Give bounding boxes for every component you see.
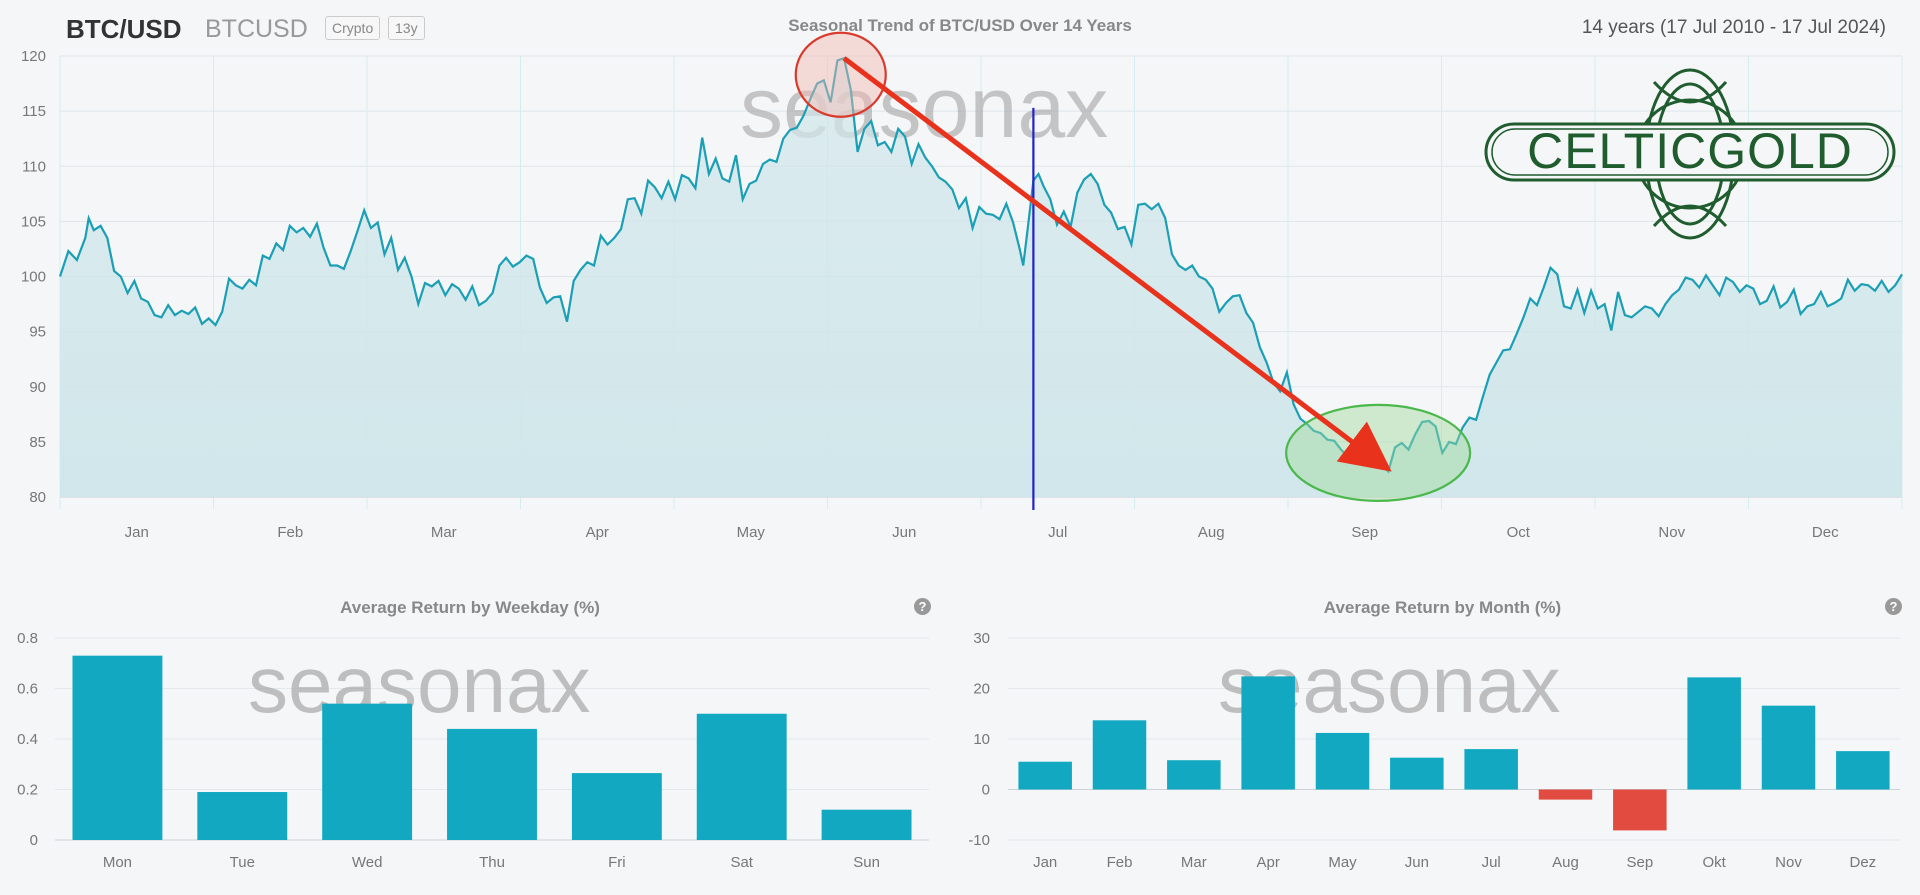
- month-x-tick-label: Jan: [1033, 854, 1057, 871]
- month-y-tick-label: 20: [973, 681, 990, 698]
- main-x-tick-label: Nov: [1658, 524, 1685, 541]
- weekday-y-tick-label: 0.8: [17, 630, 38, 647]
- month-axis-labels: -10 0 10 20 30 Jan Feb Mar Apr May Jun Jul Aug Sep Okt…: [968, 630, 1876, 871]
- main-x-tick-label: Feb: [277, 524, 303, 541]
- month-bar: [1018, 761, 1072, 790]
- month-y-tick-label: 10: [973, 731, 990, 748]
- weekday-x-tick-label: Sat: [730, 854, 753, 871]
- category-badge[interactable]: Crypto: [325, 16, 381, 40]
- weekday-y-tick-label: 0.6: [17, 681, 38, 698]
- main-x-axis: Jan Feb Mar Apr May Jun Jul Aug Sep Oct Nov Dec: [125, 524, 1839, 541]
- main-x-tick-label: Jul: [1048, 524, 1067, 541]
- celticgold-logo: CELTICGOLD: [1484, 68, 1896, 240]
- month-y-tick-label: -10: [968, 832, 990, 849]
- month-x-tick-label: Jul: [1482, 854, 1501, 871]
- month-x-tick-label: Dez: [1849, 854, 1876, 871]
- ticker-label: BTCUSD: [205, 15, 308, 43]
- header: BTC/USD BTCUSD Crypto 13y Seasonal Trend…: [0, 0, 1920, 54]
- period-badge[interactable]: 13y: [388, 16, 425, 40]
- weekday-y-tick-label: 0.2: [17, 782, 38, 799]
- main-y-tick-label: 110: [22, 158, 46, 175]
- weekday-y-tick-label: 0.4: [17, 731, 38, 748]
- main-y-tick-label: 90: [29, 379, 46, 396]
- main-chart-title: Seasonal Trend of BTC/USD Over 14 Years: [788, 16, 1132, 35]
- month-bar: [1167, 760, 1221, 790]
- logo-text: CELTICGOLD: [1527, 123, 1853, 179]
- month-x-tick-label: Jun: [1405, 854, 1429, 871]
- weekday-bar: [447, 728, 537, 840]
- weekday-x-tick-label: Wed: [352, 854, 383, 871]
- trend-arrow: [842, 56, 1392, 472]
- weekday-y-tick-label: 0: [30, 832, 38, 849]
- main-y-tick-label: 80: [29, 489, 46, 506]
- symbol-title: BTC/USD: [66, 14, 182, 44]
- weekday-chart-title: Average Return by Weekday (%): [340, 598, 600, 617]
- month-bar: [1761, 705, 1816, 790]
- date-range: 14 years (17 Jul 2010 - 17 Jul 2024): [1581, 17, 1886, 38]
- month-bar: [1092, 720, 1147, 790]
- weekday-bars: [72, 655, 912, 840]
- main-y-axis: 80 85 90 95 100 105 110 115 120: [21, 48, 46, 506]
- main-x-tick-label: Oct: [1507, 524, 1531, 541]
- seasonal-line: [58, 56, 1903, 474]
- month-bar: [1241, 676, 1295, 790]
- main-y-tick-label: 85: [29, 434, 46, 451]
- month-x-tick-label: Aug: [1552, 854, 1579, 871]
- main-x-tick-label: Jun: [892, 524, 916, 541]
- main-y-tick-label: 115: [22, 103, 46, 120]
- trough-highlight-circle: [1285, 403, 1472, 502]
- month-x-tick-label: Apr: [1256, 854, 1279, 871]
- month-y-tick-label: 30: [973, 630, 990, 647]
- weekday-bar: [821, 809, 912, 840]
- month-y-tick-label: 0: [982, 782, 990, 799]
- month-bar: [1464, 749, 1518, 790]
- main-x-tick-label: Apr: [586, 524, 609, 541]
- month-bar: [1390, 757, 1444, 790]
- month-bar: [1687, 677, 1741, 790]
- month-bars: [1018, 676, 1890, 831]
- weekday-bar: [72, 655, 163, 840]
- weekday-axis-labels: 0 0.2 0.4 0.6 0.8 Mon Tue Wed Thu Fri Sat Sun: [17, 630, 880, 871]
- month-x-tick-label: Okt: [1702, 854, 1726, 871]
- weekday-bar: [696, 713, 787, 840]
- month-x-tick-label: Feb: [1107, 854, 1133, 871]
- weekday-bar-chart: seasonax 0 0.2 0.4 0.6 0.8 Mon Tue Wed Thu Fri Sat…: [17, 630, 929, 871]
- weekday-bar: [571, 773, 662, 840]
- month-x-tick-label: Sep: [1626, 854, 1653, 871]
- month-chart-title: Average Return by Month (%): [1323, 598, 1562, 617]
- weekday-bar: [197, 792, 288, 840]
- month-bar: [1836, 751, 1890, 790]
- month-x-tick-label: Nov: [1775, 854, 1802, 871]
- seasonal-area-fill: [60, 58, 1902, 497]
- peak-highlight-circle: [794, 31, 887, 118]
- weekday-help-icon[interactable]: ?: [914, 598, 931, 615]
- month-bar: [1315, 732, 1370, 790]
- month-grid: [1008, 637, 1900, 841]
- month-bar: [1538, 789, 1593, 800]
- main-y-tick-label: 105: [21, 213, 46, 230]
- main-x-tick-label: Dec: [1812, 524, 1839, 541]
- weekday-x-tick-label: Tue: [230, 854, 255, 871]
- month-x-tick-label: Mar: [1181, 854, 1207, 871]
- month-help-icon[interactable]: ?: [1885, 598, 1902, 615]
- weekday-x-tick-label: Mon: [103, 854, 132, 871]
- weekday-x-tick-label: Sun: [853, 854, 880, 871]
- weekday-x-tick-label: Fri: [608, 854, 626, 871]
- main-x-tick-label: Mar: [431, 524, 457, 541]
- weekday-x-tick-label: Thu: [479, 854, 505, 871]
- main-y-tick-label: 120: [21, 48, 46, 65]
- month-x-tick-label: May: [1328, 854, 1357, 871]
- main-x-tick-label: Jan: [125, 524, 149, 541]
- watermark-weekday: seasonax: [248, 640, 590, 729]
- main-x-tick-label: May: [737, 524, 766, 541]
- main-y-tick-label: 95: [29, 324, 46, 341]
- month-bar: [1613, 789, 1667, 831]
- main-x-tick-label: Sep: [1351, 524, 1378, 541]
- main-x-tick-label: Aug: [1198, 524, 1225, 541]
- main-y-tick-label: 100: [21, 269, 46, 286]
- weekday-bar: [322, 703, 413, 840]
